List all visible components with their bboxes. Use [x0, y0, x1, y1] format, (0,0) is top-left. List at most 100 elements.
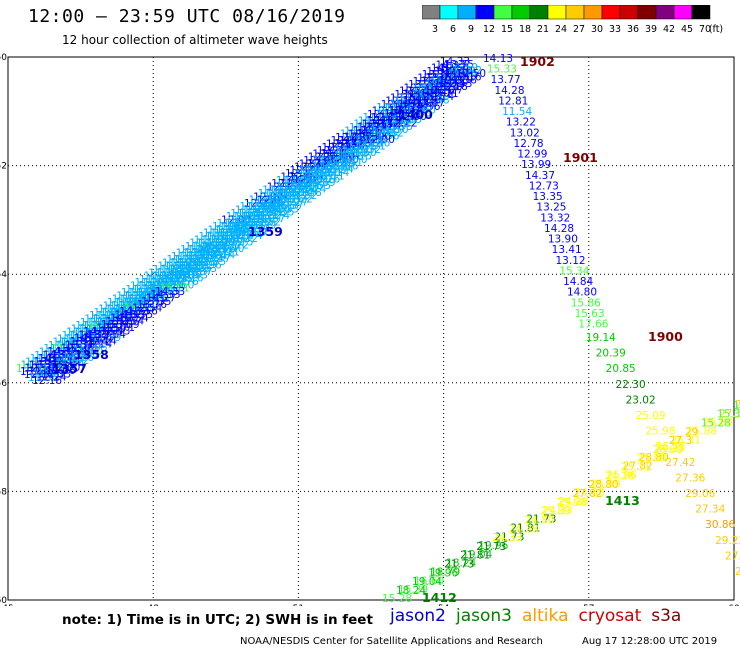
swh-value-label: 24.80 — [524, 514, 554, 526]
swh-value-label: 12.43 — [406, 98, 436, 110]
swh-value-label: 14.80 — [567, 287, 597, 299]
swh-value-label: 19.96 — [428, 567, 458, 579]
swh-value-label: 11.14 — [247, 207, 277, 219]
lon-tick-label: 54 — [438, 604, 450, 606]
swh-value-label: 13.02 — [510, 127, 540, 139]
swh-value-label: 11.47 — [57, 333, 87, 345]
swh-value-label: 11.59 — [91, 332, 121, 344]
swh-value-label: 11.09 — [201, 247, 231, 259]
swh-value-label: 12.07 — [415, 98, 445, 110]
swh-value-label: 25.31 — [621, 462, 651, 474]
swh-value-label: 12.43 — [385, 96, 415, 108]
swh-value-label: 14.33 — [440, 56, 470, 68]
swh-value-label: 12.14 — [439, 69, 469, 81]
swh-value-label: 11.98 — [276, 175, 306, 187]
swh-value-label: 11.24 — [225, 224, 255, 236]
swh-value-label: 11.74 — [260, 210, 290, 222]
swh-value-label: 11.60 — [21, 360, 51, 372]
colorbar-label: (ft) — [709, 24, 723, 35]
swh-value-label: 12.99 — [517, 149, 547, 161]
swh-value-label: 12.07 — [343, 138, 373, 150]
map-frame — [7, 56, 735, 601]
swh-value-label: 25.31 — [671, 434, 701, 446]
swh-value-label: 11.32 — [207, 224, 237, 236]
swh-value-label: 11.16 — [137, 293, 167, 305]
swh-value-label: 11.46 — [360, 137, 390, 149]
swh-value-label: 12.14 — [316, 151, 346, 163]
swh-value-label: 12.16 — [425, 85, 455, 97]
swh-value-label: 17.66 — [578, 319, 608, 331]
swh-value-label: 11.56 — [298, 171, 328, 183]
pass-time-label: 1359 — [248, 224, 283, 239]
swh-value-label: 11.24 — [261, 204, 291, 216]
swh-value-label: 12.16 — [451, 71, 481, 83]
swh-value-label: 11.11 — [243, 211, 273, 223]
swh-value-label: 11.27 — [170, 257, 200, 269]
swh-value-label: 11.53 — [106, 310, 136, 322]
swh-value-label: 11.91 — [356, 141, 386, 153]
swh-value-label: 12.50 — [348, 128, 378, 140]
swh-value-label: 11.56 — [369, 131, 399, 143]
swh-value-label: 12.00 — [257, 194, 287, 206]
swh-value-label: 12.54 — [25, 363, 55, 375]
swh-value-label: 11.50 — [307, 164, 337, 176]
swh-value-label: 14.27 — [38, 353, 68, 365]
swh-value-label: 12.16 — [380, 112, 410, 124]
swh-value-label: 11.59 — [55, 352, 85, 364]
swh-value-label: 11.22 — [111, 300, 141, 312]
swh-value-label: 12.07 — [307, 158, 337, 170]
swh-value-label: 12.18 — [402, 101, 432, 113]
swh-value-label: 21.73 — [526, 514, 556, 526]
lat-tick-label: -52 — [0, 162, 7, 172]
swh-value-label: 27.82 — [573, 488, 603, 500]
swh-value-label: 11.22 — [139, 274, 169, 286]
colorbar-label: 27 — [573, 24, 585, 35]
swh-value-label: 11.80 — [329, 148, 359, 160]
swh-value-label: 12.54 — [435, 66, 465, 78]
swh-value-label: 12.22 — [352, 138, 382, 150]
swh-value-label: 11.63 — [79, 323, 109, 335]
swh-value-label: 11.95 — [362, 112, 392, 124]
swh-value-label: 13.71 — [105, 322, 135, 334]
colorbar-label: 33 — [609, 24, 621, 35]
swh-value-label: 12.64 — [24, 369, 54, 381]
swh-value-label: 13.35 — [106, 316, 136, 328]
swh-value-label: 11.70 — [194, 234, 224, 246]
legend-s3a: s3a — [651, 606, 682, 626]
swh-value-label: 11.91 — [284, 181, 314, 193]
swh-value-label: 11.75 — [188, 256, 218, 268]
swh-value-label: 11.86 — [64, 352, 94, 364]
swh-value-label: 12.27 — [290, 165, 320, 177]
swh-value-label: 12.73 — [529, 180, 559, 192]
swh-value-label: 15.21 — [124, 303, 154, 315]
swh-value-label: 11.53 — [142, 289, 172, 301]
swh-value-label: 11.87 — [39, 346, 69, 358]
swh-value-label: 11.65 — [392, 114, 422, 126]
swh-value-label: 11.32 — [215, 230, 245, 242]
swh-value-label: 12.64 — [60, 349, 90, 361]
swh-value-label: 11.22 — [211, 234, 241, 246]
swh-value-label: 11.69 — [306, 177, 336, 189]
swh-value-label: 12.16 — [308, 152, 338, 164]
lat-tick-label: -54 — [0, 270, 7, 280]
swh-value-label: 11.70 — [230, 214, 260, 226]
swh-value-label: 13.56 — [20, 366, 50, 378]
swh-value-label: 12.54 — [132, 302, 162, 314]
swh-value-label: 13.09 — [394, 89, 424, 101]
swh-value-label: 11.85 — [196, 256, 226, 268]
colorbar-label: 6 — [450, 24, 456, 35]
swh-value-label: 12.07 — [271, 178, 301, 190]
swh-value-label: 13.71 — [390, 92, 420, 104]
swh-value-label: 11.55 — [265, 207, 295, 219]
swh-value-label: 11.33 — [233, 223, 263, 235]
swh-value-label: 11.74 — [116, 290, 146, 302]
swh-value-label: 11.69 — [162, 257, 192, 269]
swh-value-label: 12.22 — [244, 198, 274, 210]
swh-value-label: 11.21 — [210, 246, 240, 258]
swh-value-label: 12.78 — [514, 138, 544, 150]
swh-value-label: 11.46 — [134, 283, 164, 295]
swh-value-label: 11.14 — [319, 167, 349, 179]
swh-value-label: 11.60 — [56, 340, 86, 352]
swh-value-label: 12.18 — [294, 162, 324, 174]
swh-value-label: 11.11 — [279, 190, 309, 202]
